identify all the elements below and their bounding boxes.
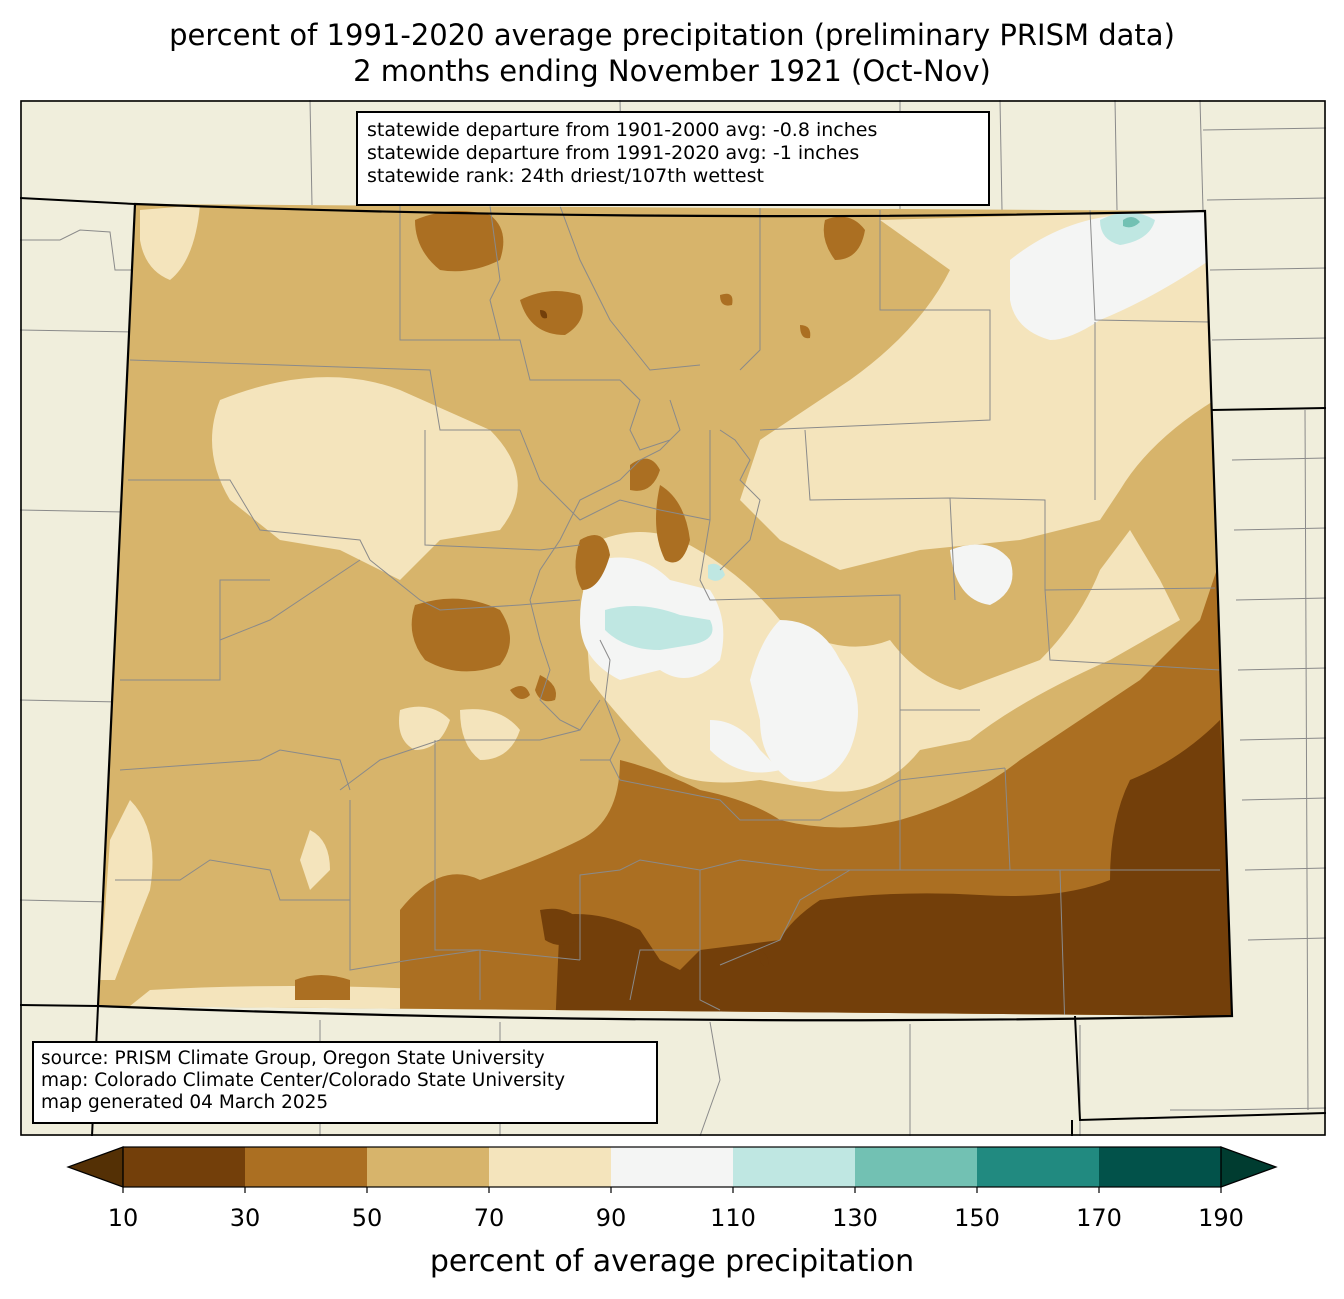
colorbar-label: percent of average precipitation: [429, 1244, 915, 1279]
colorbar-ticks: [122, 1187, 1222, 1193]
county-boundaries: [115, 205, 1221, 1016]
colorbar-tick-label: 190: [1198, 1204, 1244, 1232]
colorbar-tick-label: 110: [710, 1204, 756, 1232]
colorbar-segment: [1099, 1147, 1222, 1187]
colorbar-tick-label: 170: [1076, 1204, 1122, 1232]
colorbar-tick-label: 30: [229, 1204, 261, 1232]
map-frame: [20, 100, 1326, 1136]
colorbar: [66, 1146, 1278, 1193]
colorbar-tick-label: 90: [595, 1204, 627, 1232]
stats-line-departure-1901: statewide departure from 1901-2000 avg: …: [367, 119, 878, 141]
source-line-generated: map generated 04 March 2025: [41, 1092, 329, 1113]
colorbar-tick-label: 150: [954, 1204, 1000, 1232]
colorbar-segment: [855, 1147, 978, 1187]
colorbar-segment: [977, 1147, 1100, 1187]
colorbar-segment: [245, 1147, 368, 1187]
colorado-state-boundary: [96, 202, 1234, 1022]
source-line-map: map: Colorado Climate Center/Colorado St…: [41, 1070, 566, 1091]
colorbar-segment: [489, 1147, 612, 1187]
colorbar-under-arrow: [66, 1146, 124, 1188]
source-box: source: PRISM Climate Group, Oregon Stat…: [32, 1041, 658, 1124]
stats-line-departure-1991: statewide departure from 1991-2020 avg: …: [367, 142, 860, 164]
statewide-stats-box: statewide departure from 1901-2000 avg: …: [356, 111, 990, 206]
colorbar-tick-label: 10: [107, 1204, 139, 1232]
colorbar-segment: [367, 1147, 490, 1187]
colorbar-tick-label: 50: [351, 1204, 383, 1232]
colorbar-tick-label: 70: [473, 1204, 505, 1232]
stats-line-rank: statewide rank: 24th driest/107th wettes…: [367, 165, 764, 187]
precipitation-field: [98, 204, 1232, 1016]
colorbar-segment: [611, 1147, 734, 1187]
map-title-line2: 2 months ending November 1921 (Oct-Nov): [353, 54, 991, 88]
colorbar-over-arrow: [1220, 1146, 1278, 1188]
colorbar-segment: [733, 1147, 856, 1187]
colorbar-segments: [123, 1147, 1222, 1187]
map-title-line1: percent of 1991-2020 average precipitati…: [169, 18, 1175, 52]
colorbar-segment: [123, 1147, 246, 1187]
colorbar-outline: [122, 1146, 1222, 1188]
source-line-prism: source: PRISM Climate Group, Oregon Stat…: [41, 1048, 545, 1069]
colorbar-tick-label: 130: [832, 1204, 878, 1232]
precipitation-map: [20, 100, 1326, 1136]
